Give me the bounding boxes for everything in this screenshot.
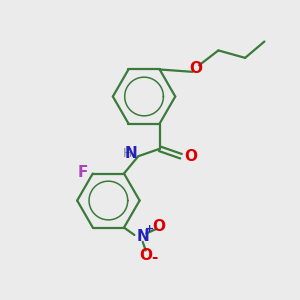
Text: H: H	[122, 147, 132, 160]
Text: N: N	[125, 146, 138, 161]
Text: -: -	[151, 250, 157, 265]
Text: O: O	[184, 149, 198, 164]
Text: O: O	[153, 219, 166, 234]
Text: F: F	[78, 164, 88, 179]
Text: N: N	[136, 229, 149, 244]
Text: O: O	[190, 61, 202, 76]
Text: O: O	[139, 248, 152, 263]
Text: +: +	[145, 224, 154, 234]
